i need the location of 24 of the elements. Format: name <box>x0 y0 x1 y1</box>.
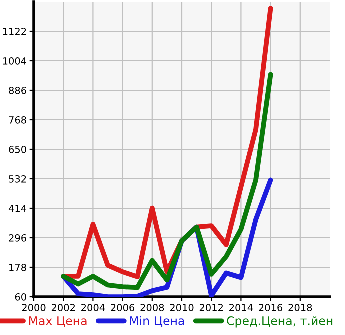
x-tick-label: 2008 <box>140 304 164 312</box>
y-tick-label: 768 <box>9 116 26 124</box>
y-tick-label: 60 <box>15 293 26 301</box>
y-tick-label: 532 <box>9 175 26 183</box>
legend-label: Min Цена <box>130 316 184 328</box>
x-tick-label: 2010 <box>170 304 194 312</box>
y-tick-label: 1122 <box>3 28 26 36</box>
x-tick-label: 2002 <box>52 304 75 312</box>
x-tick-label: 2004 <box>82 304 106 312</box>
y-tick-label: 414 <box>8 205 27 212</box>
y-tick-label: 650 <box>9 146 26 154</box>
x-tick-label: 2016 <box>259 304 283 312</box>
x-tick-label: 2000 <box>22 304 46 312</box>
y-tick-label: 178 <box>10 264 26 272</box>
x-tick-label: 2018 <box>288 304 312 312</box>
line-series <box>61 72 274 290</box>
y-tick-label: 296 <box>9 234 26 242</box>
x-tick-label: 2014 <box>230 304 254 312</box>
y-tick-label: 886 <box>9 86 26 94</box>
y-tick-label: 1004 <box>3 57 27 65</box>
x-tick-label: 2012 <box>200 304 223 312</box>
legend-label: Сред.Цена, т.йен <box>227 316 333 328</box>
x-tick-label: 2006 <box>111 304 135 312</box>
legend-label: Max Цена <box>29 316 87 328</box>
